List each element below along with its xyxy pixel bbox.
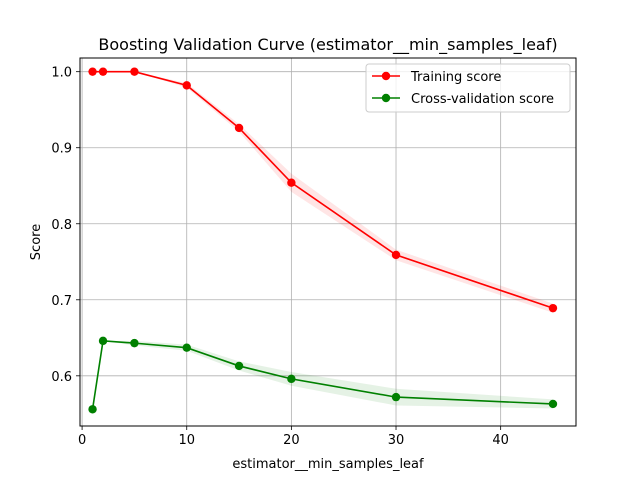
training-score-point bbox=[287, 178, 296, 187]
x-tick-label: 10 bbox=[178, 433, 195, 448]
y-axis-label: Score bbox=[29, 224, 44, 260]
legend-frame bbox=[365, 63, 571, 113]
training-score-legend-label: Training score bbox=[410, 70, 501, 85]
x-tick-label: 20 bbox=[283, 433, 300, 448]
cross-validation-score-point bbox=[234, 361, 244, 371]
training-score-point bbox=[98, 67, 108, 76]
cross-validation-score-point bbox=[182, 343, 191, 352]
x-tick-label: 40 bbox=[492, 433, 509, 448]
training-score-point bbox=[391, 250, 401, 260]
y-tick-label: 0.8 bbox=[51, 218, 72, 233]
x-tick-label: 30 bbox=[388, 433, 405, 448]
x-axis-label: estimator__min_samples_leaf bbox=[232, 457, 424, 472]
cross-validation-score-line bbox=[91, 339, 554, 410]
cross-validation-score-point bbox=[548, 399, 558, 409]
chart-title: Boosting Validation Curve (estimator__mi… bbox=[98, 35, 557, 55]
training-score-point bbox=[548, 303, 558, 313]
cross-validation-score-legend-marker bbox=[381, 93, 391, 103]
training-score-legend-marker bbox=[381, 71, 391, 81]
plot-area-frame bbox=[79, 57, 577, 427]
axis-ticks: 0 10 20 30 40 0.6 0.7 0.8 0.9 1.0 bbox=[51, 66, 509, 448]
y-tick-label: 1.0 bbox=[51, 66, 72, 81]
y-tick-label: 0.7 bbox=[51, 294, 72, 309]
confidence-bands bbox=[92, 71, 553, 410]
chart-legend: Training score Cross-validation score bbox=[365, 63, 571, 113]
cross-validation-score-point bbox=[287, 374, 296, 384]
y-tick-label: 0.9 bbox=[51, 142, 72, 157]
cross-validation-score-point bbox=[98, 336, 108, 346]
training-score-point bbox=[88, 67, 97, 76]
cross-validation-score-point bbox=[130, 338, 139, 348]
training-score-point bbox=[234, 123, 244, 133]
training-score-point bbox=[182, 81, 191, 90]
training-score-point bbox=[130, 67, 139, 76]
cross-validation-score-legend-label: Cross-validation score bbox=[411, 92, 554, 107]
y-tick-label: 0.6 bbox=[51, 370, 72, 385]
cross-validation-score-point bbox=[391, 392, 401, 402]
training-score-band bbox=[92, 71, 553, 313]
cross-validation-score-band bbox=[92, 340, 553, 410]
training-score-line bbox=[92, 70, 554, 309]
x-tick-label: 0 bbox=[78, 433, 86, 448]
series-lines bbox=[88, 67, 558, 414]
cross-validation-score-point bbox=[88, 405, 97, 414]
